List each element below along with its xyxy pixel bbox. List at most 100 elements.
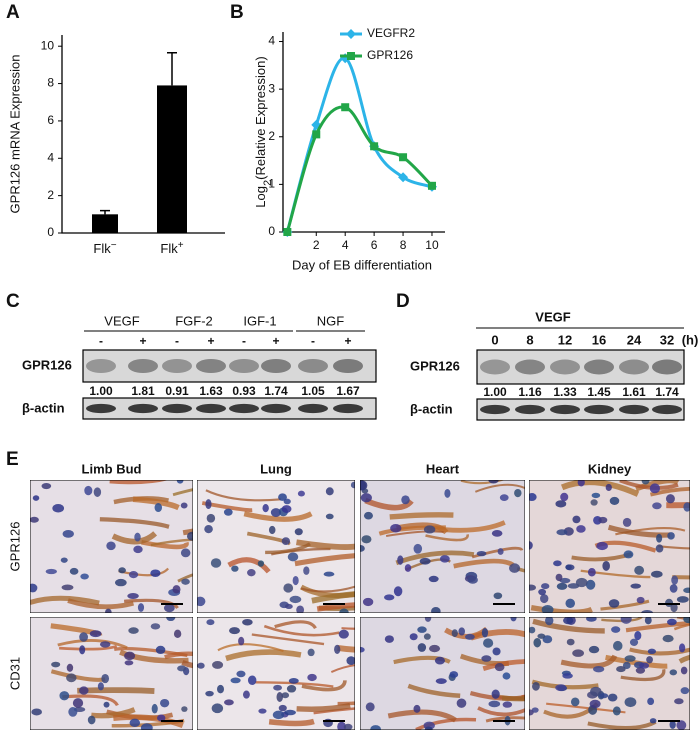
nucleus [423, 633, 431, 640]
nucleus [491, 689, 500, 699]
nucleus [393, 586, 403, 597]
blot-band [229, 358, 259, 374]
nucleus [296, 605, 305, 613]
blot-band [86, 403, 116, 414]
group-label: IGF-1 [243, 313, 276, 328]
ratio: 1.45 [587, 385, 611, 399]
nucleus [570, 697, 580, 707]
stain [453, 558, 515, 569]
nucleus [72, 698, 84, 708]
nucleus [630, 583, 642, 589]
nucleus [242, 618, 253, 626]
column-title: Kidney [588, 461, 632, 476]
nucleus [553, 560, 562, 567]
nucleus [272, 710, 285, 720]
nucleus [307, 648, 315, 657]
time-label: 12 [558, 332, 572, 347]
nucleus [401, 495, 410, 505]
nucleus [180, 548, 191, 558]
x-tick-label: Flk− [93, 240, 116, 257]
row-label: β-actin [410, 401, 453, 416]
nucleus [667, 618, 677, 626]
x-axis-label: Day of EB differentiation [292, 257, 432, 272]
lane-sign: - [99, 334, 103, 348]
nucleus [323, 718, 333, 728]
nucleus [224, 699, 234, 706]
nucleus [623, 550, 634, 559]
nucleus [177, 665, 187, 672]
nucleus [124, 660, 134, 666]
nucleus [644, 617, 652, 625]
blot-band [515, 404, 545, 415]
nucleus [363, 511, 373, 520]
x-tick-label: Flk+ [160, 240, 183, 257]
stain [407, 683, 461, 699]
blot-band [584, 359, 614, 375]
y-tick-label: 8 [47, 76, 54, 90]
nucleus [128, 627, 139, 634]
nucleus [155, 645, 166, 655]
column-title: Lung [260, 461, 292, 476]
lane-sign: - [311, 334, 315, 348]
stain [111, 531, 158, 545]
nucleus [545, 617, 554, 626]
micrograph [197, 617, 355, 730]
stain [477, 706, 525, 717]
marker [311, 119, 322, 130]
nucleus [370, 725, 381, 730]
nucleus [361, 535, 372, 544]
nucleus [488, 480, 499, 484]
nucleus [362, 597, 374, 607]
nucleus [556, 529, 568, 536]
nucleus [662, 634, 674, 643]
nucleus [565, 598, 576, 609]
blot-band [261, 358, 291, 374]
nucleus [572, 515, 581, 524]
nucleus [294, 528, 303, 536]
stain [274, 620, 317, 630]
stain [330, 664, 355, 673]
nucleus [529, 709, 534, 716]
nucleus [79, 645, 86, 655]
stain [182, 528, 193, 536]
stain [132, 496, 180, 511]
nucleus [529, 626, 536, 634]
lane-sign: + [207, 334, 214, 348]
nucleus [172, 585, 181, 594]
nucleus [541, 605, 554, 613]
nucleus [258, 708, 267, 714]
stain [658, 545, 690, 550]
nucleus [223, 508, 233, 516]
nucleus [197, 662, 205, 669]
nucleus [449, 671, 459, 678]
y-axis-label: GPR126 mRNA Expression [7, 55, 22, 214]
blot-band [86, 358, 116, 374]
stain [77, 687, 155, 694]
stain [62, 694, 119, 707]
bar [92, 214, 118, 233]
row-label: GPR126 [22, 357, 72, 372]
nucleus [678, 643, 686, 653]
nucleus [635, 667, 646, 674]
nucleus [97, 682, 104, 691]
error-bar [167, 51, 177, 86]
stain [470, 629, 525, 641]
blot-band [162, 403, 192, 414]
lane-sign: + [139, 334, 146, 348]
y-tick-label: 2 [268, 129, 275, 143]
micrograph [30, 480, 193, 613]
nucleus [84, 485, 93, 496]
nucleus [605, 483, 612, 492]
nucleus [273, 684, 282, 691]
nucleus [502, 672, 511, 680]
blot-band [550, 404, 580, 415]
nucleus [103, 701, 110, 708]
nucleus [465, 633, 475, 640]
nucleus [157, 714, 166, 722]
nucleus [669, 584, 678, 593]
group-label: NGF [317, 313, 345, 328]
nucleus [286, 685, 297, 693]
nucleus [268, 525, 276, 535]
stain [311, 591, 355, 604]
